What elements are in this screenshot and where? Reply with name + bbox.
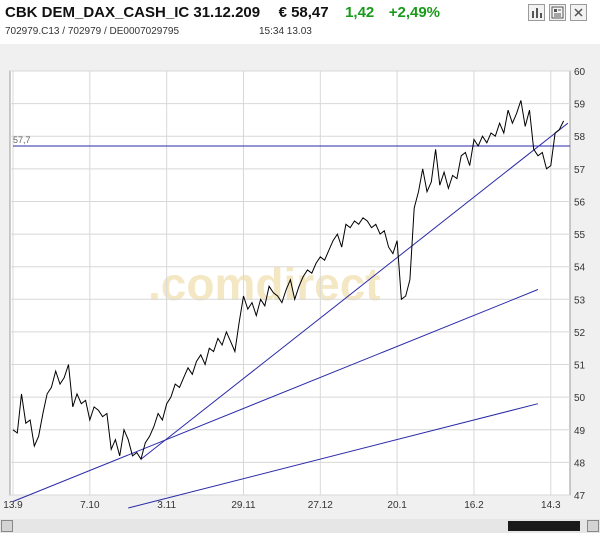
x-tick-label: 16.2 (464, 500, 484, 511)
quote-time: 15:34 13.03 (259, 26, 312, 37)
price-chart: .comdirect 57,7 47 48 49 50 51 52 53 54 55 56 57 58… (3, 67, 586, 511)
bar-chart-icon[interactable] (528, 4, 545, 21)
y-tick-label: 56 (574, 197, 586, 208)
x-tick-label: 14.3 (541, 500, 561, 511)
x-tick-label: 20.1 (387, 500, 407, 511)
y-tick-label: 57 (574, 165, 586, 176)
trendline (12, 289, 539, 502)
last-price: € 58,47 (278, 4, 329, 21)
y-tick-label: 60 (574, 67, 586, 78)
x-tick-label: 3.11 (157, 500, 176, 511)
price-change-percent: +2,49% (388, 4, 441, 21)
x-tick-label: 7.10 (80, 500, 100, 511)
y-tick-label: 55 (574, 230, 586, 241)
price-change: 1,42 (345, 4, 375, 21)
y-tick-label: 58 (574, 132, 586, 143)
plot-background (9, 70, 571, 496)
horizontal-level-label: 57,7 (13, 135, 31, 145)
scroll-right-button[interactable] (587, 520, 599, 532)
y-tick-label: 48 (574, 458, 586, 469)
x-tick-label: 27.12 (308, 500, 333, 511)
title-row: CBK DEM_DAX_CASH_IC 31.12.209 € 58,47 1,… (5, 4, 440, 22)
news-icon[interactable] (549, 4, 566, 21)
scroll-left-button[interactable] (1, 520, 13, 532)
trendline (128, 403, 539, 509)
quote-header: CBK DEM_DAX_CASH_IC 31.12.209 € 58,47 1,… (0, 0, 600, 44)
y-tick-label: 54 (574, 263, 586, 274)
x-tick-label: 13.9 (3, 500, 23, 511)
y-tick-label: 50 (574, 393, 586, 404)
y-tick-label: 47 (574, 491, 586, 502)
instrument-name: CBK DEM_DAX_CASH_IC 31.12.209 (5, 4, 261, 21)
y-tick-label: 59 (574, 100, 586, 111)
y-tick-label: 49 (574, 426, 586, 437)
y-tick-label: 51 (574, 361, 586, 372)
chart-scrollbar[interactable] (0, 519, 600, 533)
x-tick-label: 29.11 (231, 500, 256, 511)
y-tick-label: 52 (574, 328, 586, 339)
chart-area: .comdirect 57,7 47 48 49 50 51 52 53 54 55 56 57 58… (0, 44, 600, 533)
trendline (140, 122, 569, 460)
price-series-line (12, 100, 565, 461)
scroll-thumb[interactable] (508, 521, 580, 531)
security-codes: 702979.C13 / 702979 / DE0007029795 (5, 26, 180, 37)
close-icon[interactable] (570, 4, 587, 21)
y-tick-label: 53 (574, 295, 586, 306)
watermark: .comdirect (148, 258, 381, 310)
